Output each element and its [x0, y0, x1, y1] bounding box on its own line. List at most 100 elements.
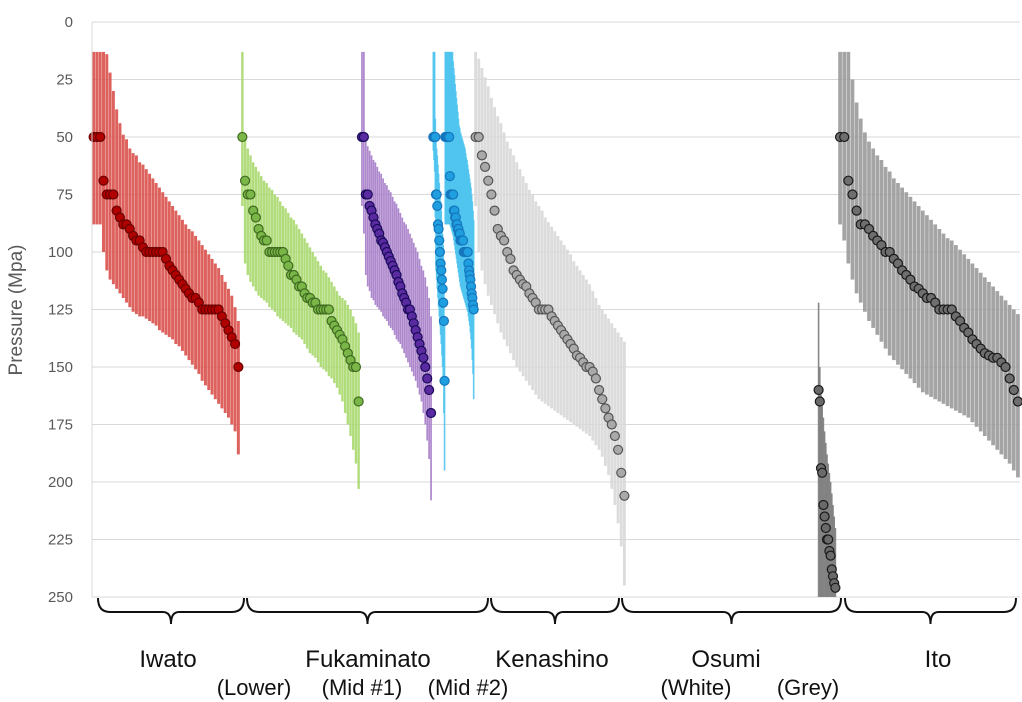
data-point	[425, 407, 437, 419]
data-point	[1004, 373, 1015, 384]
range-bar	[243, 137, 247, 264]
y-axis: 0 25 50 75 100 125 150 175 200 225 250	[48, 14, 93, 606]
y-tick-label: 0	[65, 14, 73, 31]
range-bar	[338, 295, 341, 395]
data-point	[420, 361, 431, 373]
range-bar	[354, 323, 358, 464]
data-point	[283, 260, 294, 271]
range-bar	[361, 51, 363, 207]
group-label: Kenashino	[495, 646, 608, 673]
group-brace	[490, 597, 620, 625]
data-point	[233, 361, 244, 373]
range-bar	[854, 102, 859, 294]
range-bar	[220, 275, 224, 409]
data-point	[98, 175, 109, 186]
range-bar	[904, 192, 909, 374]
range-bar	[929, 219, 933, 397]
range-bar	[834, 528, 837, 597]
data-point	[239, 175, 251, 186]
data-point	[439, 375, 450, 386]
group-brace	[97, 597, 245, 625]
data-point	[819, 511, 830, 522]
range-bar	[368, 150, 371, 292]
range-bar	[819, 367, 821, 597]
range-bar	[515, 162, 519, 367]
range-bar	[322, 270, 325, 370]
range-bar	[335, 291, 339, 388]
range-bar	[203, 249, 207, 386]
range-bar	[496, 116, 500, 324]
range-bar	[820, 394, 822, 597]
data-point	[438, 315, 450, 327]
range-bar	[613, 327, 617, 505]
y-tick-label: 175	[48, 417, 73, 434]
range-bar	[420, 265, 423, 402]
group-brace	[844, 597, 1017, 625]
data-point	[468, 304, 479, 315]
data-point	[434, 246, 446, 258]
data-point	[483, 175, 494, 186]
y-tick-label: 150	[48, 359, 73, 376]
data-point	[823, 534, 834, 545]
range-bar	[1016, 314, 1020, 478]
range-bar	[108, 72, 112, 280]
data-point	[476, 150, 488, 161]
range-bar	[102, 51, 105, 253]
data-point	[489, 205, 500, 216]
range-bar	[600, 309, 604, 457]
range-bar	[925, 215, 929, 395]
subgroup-label: (Lower)	[217, 675, 292, 700]
data-point	[814, 396, 825, 407]
range-bar	[281, 206, 285, 321]
data-point	[108, 189, 119, 200]
data-point	[95, 131, 106, 143]
group-braces	[97, 597, 1017, 625]
range-bar	[357, 332, 360, 489]
data-point	[431, 189, 442, 200]
data-point	[437, 283, 448, 294]
data-point	[597, 394, 608, 405]
data-point	[432, 200, 443, 212]
range-bar	[249, 155, 252, 282]
range-bar	[210, 258, 214, 395]
data-point	[350, 361, 362, 373]
range-bar	[883, 166, 888, 349]
data-point	[606, 419, 617, 430]
range-bar	[227, 288, 230, 418]
range-bar	[616, 332, 620, 524]
range-bar	[896, 183, 900, 365]
data-point	[847, 189, 858, 200]
data-point	[1000, 361, 1011, 373]
data-point	[358, 131, 369, 143]
range-bar	[912, 201, 917, 384]
data-point	[813, 384, 824, 396]
range-bar	[817, 302, 820, 597]
range-bar	[236, 321, 240, 455]
range-bar	[610, 323, 614, 489]
data-point	[430, 131, 441, 143]
data-point	[619, 490, 630, 501]
range-bar	[945, 238, 950, 407]
subgroup-label: (Mid #2)	[428, 675, 509, 700]
range-bar	[213, 263, 217, 400]
subgroup-label: (White)	[661, 675, 732, 700]
range-bar	[433, 51, 436, 172]
data-point	[843, 175, 854, 186]
range-bar	[418, 258, 421, 395]
data-point	[436, 274, 448, 285]
range-bar	[489, 97, 493, 305]
data-point	[1008, 384, 1019, 396]
subgroup-label: (Mid #1)	[322, 675, 403, 700]
range-bar	[891, 178, 896, 361]
range-bar	[115, 109, 119, 289]
y-tick-label: 200	[48, 474, 73, 491]
y-tick-label: 100	[48, 244, 73, 261]
range-bar	[366, 146, 369, 287]
data-point	[609, 430, 621, 442]
range-bar	[578, 270, 582, 430]
range-bar	[937, 229, 942, 402]
y-axis-title: Pressure (Mpa)	[6, 245, 27, 376]
range-bar	[607, 318, 611, 476]
data-point	[444, 131, 455, 143]
